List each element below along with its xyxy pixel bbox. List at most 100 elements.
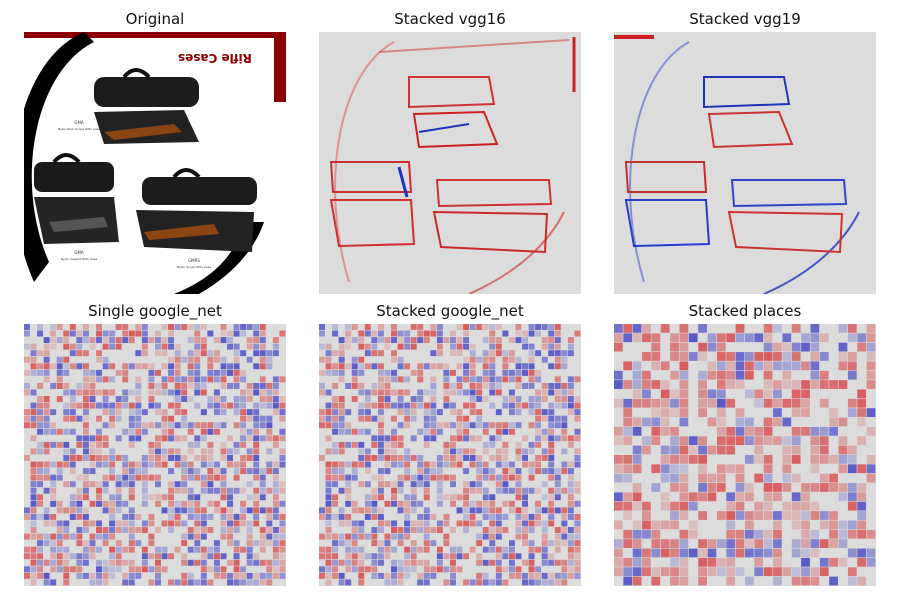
heatmap-cell xyxy=(866,333,876,343)
heatmap-cell xyxy=(632,557,642,567)
heatmap-cell xyxy=(141,487,148,494)
heatmap-cell xyxy=(325,369,332,376)
heatmap-cell xyxy=(391,559,397,566)
heatmap-cell xyxy=(50,540,57,547)
heatmap-cell xyxy=(391,461,397,468)
heatmap-cell xyxy=(423,330,430,337)
heatmap-cell xyxy=(548,553,555,560)
heatmap-cell xyxy=(508,559,515,566)
heatmap-cell xyxy=(246,533,253,540)
heatmap-cell xyxy=(443,382,450,389)
heatmap-cell xyxy=(351,559,358,566)
heatmap-cell xyxy=(141,494,148,501)
heatmap-cell xyxy=(476,481,483,488)
heatmap-cell xyxy=(187,533,194,540)
heatmap-cell xyxy=(358,409,365,416)
heatmap-cell xyxy=(745,361,754,371)
heatmap-cell xyxy=(391,566,397,573)
heatmap-cell xyxy=(384,546,391,553)
heatmap-cell xyxy=(567,376,574,383)
heatmap-cell xyxy=(443,579,450,586)
heatmap-cell xyxy=(174,579,181,586)
heatmap-cell xyxy=(37,474,44,481)
heatmap-cell xyxy=(253,559,260,566)
heatmap-cell xyxy=(857,408,867,417)
heatmap-cell xyxy=(43,363,50,370)
heatmap-cell xyxy=(76,559,83,566)
heatmap-cell xyxy=(567,468,574,475)
heatmap-cell xyxy=(246,409,253,416)
heatmap-cell xyxy=(43,474,50,481)
heatmap-cell xyxy=(763,501,773,511)
heatmap-cell xyxy=(364,415,371,422)
panel-title-stacked-vgg19: Stacked vgg19 xyxy=(689,10,801,28)
heatmap-cell xyxy=(716,361,726,371)
heatmap-cell xyxy=(847,408,857,417)
heatmap-cell xyxy=(377,546,384,553)
heatmap-cell xyxy=(735,324,745,333)
heatmap-cell xyxy=(735,539,745,548)
heatmap-cell xyxy=(358,441,365,448)
heatmap-cell xyxy=(528,350,535,357)
heatmap-cell xyxy=(632,576,642,586)
heatmap-cell xyxy=(200,448,207,455)
heatmap-cell xyxy=(240,350,247,357)
heatmap-cell xyxy=(528,579,535,586)
heatmap-cell xyxy=(338,448,345,455)
heatmap-cell xyxy=(456,553,463,560)
heatmap-cell xyxy=(391,369,397,376)
heatmap-cell xyxy=(174,487,181,494)
heatmap-cell xyxy=(96,350,102,357)
heatmap-cell xyxy=(417,396,424,402)
heatmap-cell xyxy=(128,572,135,579)
heatmap-cell xyxy=(155,382,161,389)
heatmap-cell xyxy=(358,369,365,376)
heatmap-cell xyxy=(410,494,417,501)
heatmap-cell xyxy=(847,576,857,586)
heatmap-cell xyxy=(417,389,424,396)
heatmap-cell xyxy=(279,527,286,533)
heatmap-cell xyxy=(325,553,332,560)
heatmap-cell xyxy=(679,352,689,361)
heatmap-cell xyxy=(679,398,689,408)
heatmap-cell xyxy=(548,337,555,344)
heatmap-cell xyxy=(233,350,240,357)
heatmap-cell xyxy=(384,435,391,442)
heatmap-cell xyxy=(679,473,689,483)
heatmap-cell xyxy=(63,343,70,350)
heatmap-cell xyxy=(384,337,391,344)
heatmap-cell xyxy=(773,398,782,408)
heatmap-cell xyxy=(364,324,371,330)
heatmap-cell xyxy=(259,363,266,370)
heatmap-cell xyxy=(515,396,522,402)
heatmap-cell xyxy=(436,330,443,337)
heatmap-cell xyxy=(561,579,568,586)
heatmap-cell xyxy=(128,527,135,533)
heatmap-cell xyxy=(623,408,633,417)
heatmap-cell xyxy=(155,500,161,507)
heatmap-cell xyxy=(364,330,371,337)
heatmap-cell xyxy=(364,461,371,468)
heatmap-cell xyxy=(495,513,502,520)
heatmap-cell xyxy=(522,579,528,586)
heatmap-cell xyxy=(463,494,470,501)
heatmap-cell xyxy=(227,513,233,520)
heatmap-cell xyxy=(541,324,548,330)
heatmap-cell xyxy=(338,468,345,475)
heatmap-cell xyxy=(698,511,707,520)
heatmap-cell xyxy=(50,546,57,553)
heatmap-cell xyxy=(716,342,726,352)
heatmap-cell xyxy=(194,546,201,553)
heatmap-cell xyxy=(227,559,233,566)
heatmap-cell xyxy=(502,468,509,475)
heatmap-cell xyxy=(436,559,443,566)
heatmap-cell xyxy=(651,352,661,361)
heatmap-cell xyxy=(838,324,848,333)
heatmap-cell xyxy=(567,546,574,553)
heatmap-cell xyxy=(161,455,168,461)
heatmap-cell xyxy=(24,330,30,337)
heatmap-cell xyxy=(364,553,371,560)
heatmap-cell xyxy=(450,461,456,468)
heatmap-cell xyxy=(194,540,201,547)
heatmap-cell xyxy=(168,435,175,442)
